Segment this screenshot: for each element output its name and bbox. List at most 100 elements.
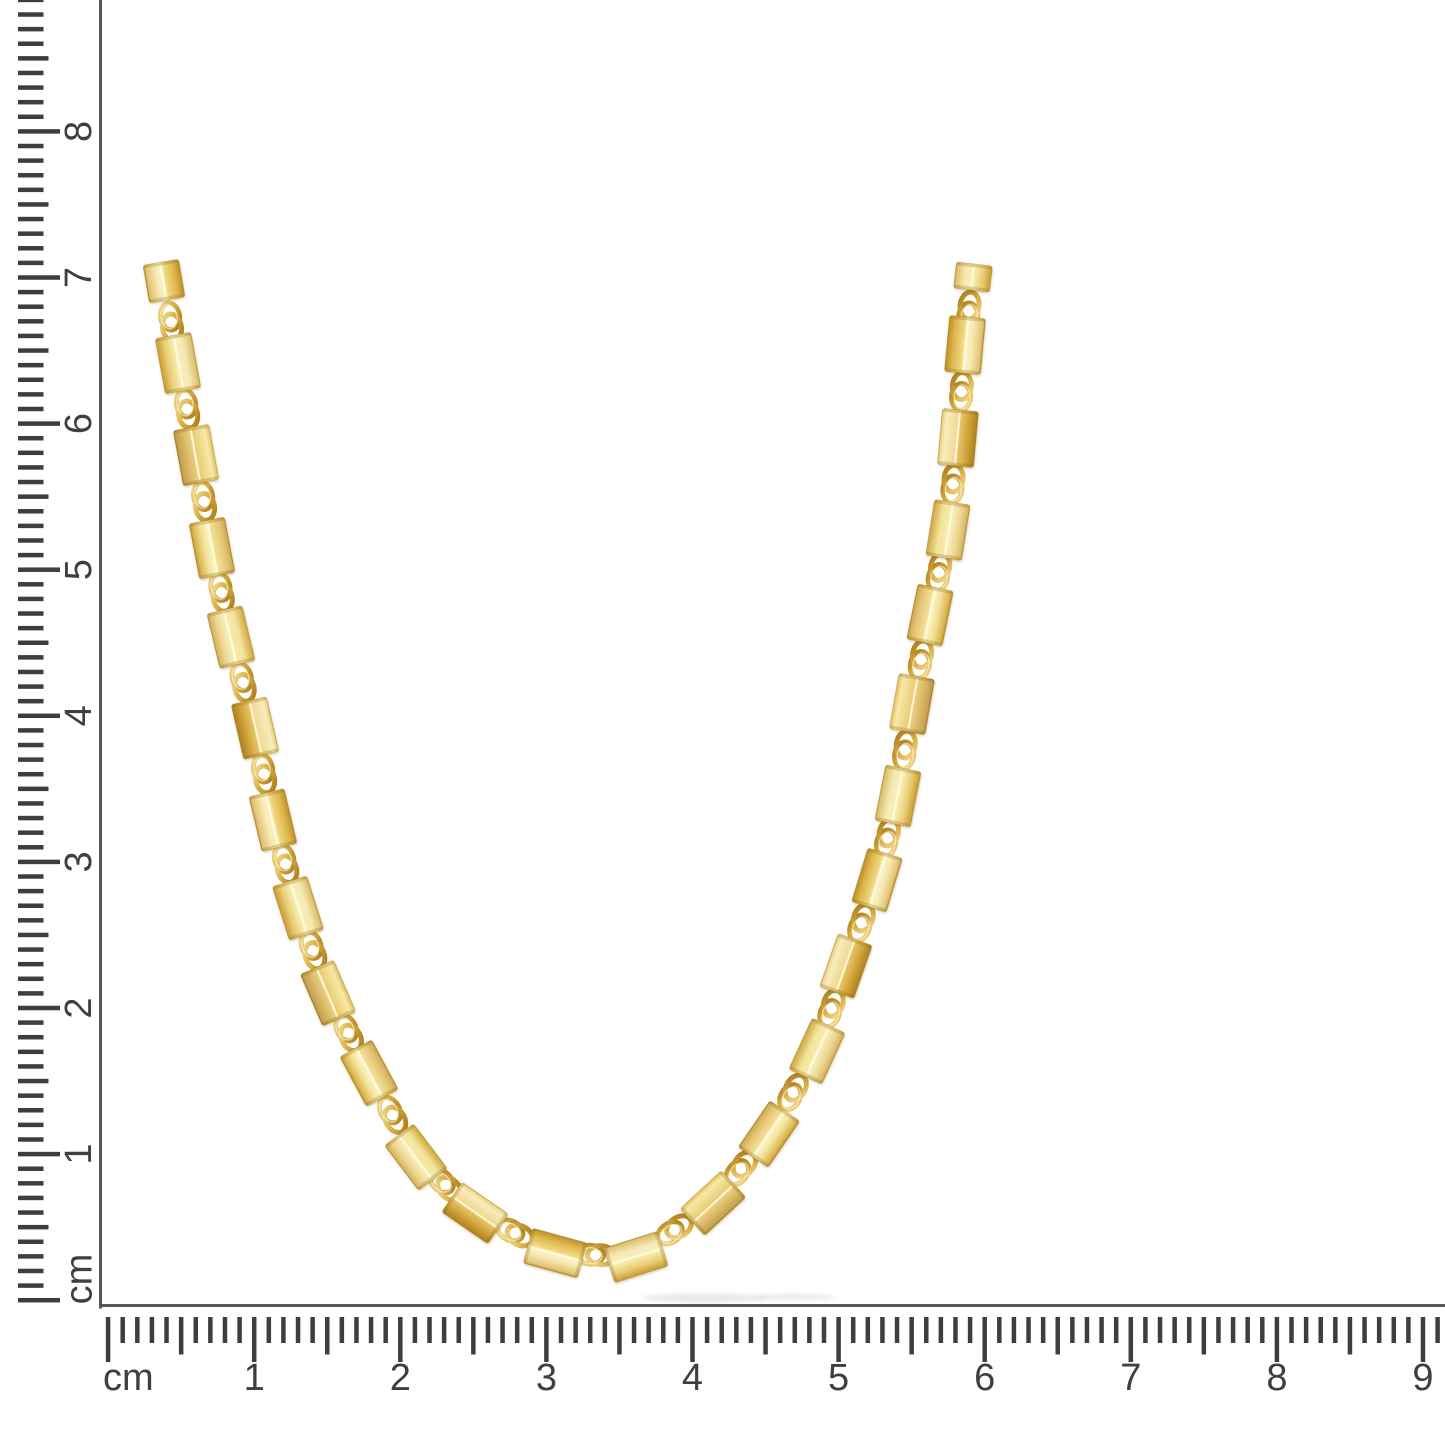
chain-bar-link	[385, 1124, 447, 1190]
vruler-tick-mm	[18, 771, 44, 777]
bar-end-chamfer	[341, 1040, 373, 1060]
vruler-tick-mm	[18, 246, 44, 251]
vruler-tick-cm	[18, 275, 60, 280]
hruler-tick-mm	[777, 1317, 783, 1343]
hruler-tick-mm	[1216, 1317, 1221, 1343]
chain-connectors	[157, 289, 982, 1268]
hruler-tick-mm	[295, 1317, 301, 1343]
hruler-tick-mm	[1406, 1317, 1411, 1343]
bar-bright-face	[945, 503, 969, 559]
vruler-tick-mm	[18, 1122, 44, 1128]
vruler-tick-mm	[18, 888, 44, 894]
bar-bright-face	[938, 409, 959, 465]
vruler-tick-mm	[18, 961, 44, 967]
vruler-tick-mm	[18, 830, 44, 835]
hruler-tick-mm	[354, 1317, 359, 1343]
chain-connector-link	[229, 661, 257, 704]
hruler-tick-mm	[208, 1317, 213, 1343]
bar-end-chamfer	[183, 476, 218, 486]
hruler-tick-mm	[368, 1317, 374, 1343]
vruler-number-1: 1	[58, 1144, 100, 1165]
bar-specular-line	[248, 702, 263, 754]
vruler-tick-mm	[18, 406, 44, 412]
vruler-tick-mm	[18, 596, 44, 602]
vertical-ruler-unit-label: cm	[58, 1254, 100, 1305]
chain-connector-link	[271, 842, 300, 886]
vruler-tick-halfcm	[18, 348, 49, 353]
bar-bright-face	[291, 877, 322, 933]
vruler-number-5: 5	[58, 559, 100, 580]
connector-ring-highlight	[231, 665, 250, 690]
bar-bright-face	[876, 766, 902, 822]
horizontal-ruler-unit-label: cm	[103, 1357, 154, 1399]
bar-end-chamfer	[442, 1183, 465, 1213]
hruler-tick-mm	[661, 1317, 666, 1343]
hruler-tick-mm	[135, 1317, 140, 1343]
vruler-tick-mm	[18, 1283, 44, 1288]
vruler-tick-mm	[18, 1034, 44, 1040]
bar-specular-line	[289, 882, 308, 933]
hruler-tick-cm	[105, 1317, 111, 1362]
bar-bright-face	[174, 333, 200, 389]
hruler-tick-mm	[1289, 1317, 1294, 1343]
bar-end-chamfer	[149, 293, 184, 302]
bar-specular-line	[923, 589, 936, 641]
hruler-tick-mm	[880, 1317, 885, 1343]
chain-bar-link	[249, 788, 297, 852]
chain-connector-link	[949, 370, 974, 413]
vruler-tick-mm	[18, 158, 44, 163]
chain-ground-shadow	[643, 1293, 835, 1303]
vruler-tick-halfcm	[18, 1078, 49, 1084]
vruler-tick-mm	[18, 304, 44, 309]
bar-specular-line	[752, 1111, 785, 1156]
chain-bar-link	[937, 408, 979, 468]
vruler-tick-mm	[18, 757, 44, 762]
bar-specular-line	[265, 794, 280, 846]
bar-specular-line	[453, 1196, 498, 1229]
bar-end-chamfer	[243, 748, 278, 759]
bar-end-chamfer	[250, 789, 284, 800]
hruler-tick-halfcm	[325, 1317, 330, 1355]
vruler-tick-mm	[18, 947, 44, 952]
vruler-tick-halfcm	[18, 202, 49, 207]
bar-end-chamfer	[301, 961, 334, 977]
hruler-tick-cm	[1274, 1317, 1280, 1362]
bar-end-chamfer	[232, 697, 267, 708]
hruler-tick-mm	[427, 1317, 432, 1343]
vruler-tick-mm	[18, 231, 44, 236]
vruler-tick-mm	[18, 99, 44, 105]
vruler-number-6: 6	[58, 413, 100, 434]
vruler-tick-cm	[18, 567, 60, 572]
bar-end-chamfer	[886, 765, 921, 775]
chain-bar-link	[906, 583, 954, 647]
chain-bar-link	[738, 1101, 800, 1167]
chain-connector-link	[208, 571, 235, 614]
bar-bright-face	[954, 263, 973, 289]
bar-specular-line	[970, 265, 975, 288]
hruler-tick-mm	[1260, 1317, 1265, 1343]
bar-specular-line	[962, 319, 970, 372]
bar-end-chamfer	[938, 461, 973, 467]
hruler-tick-mm	[1113, 1317, 1119, 1343]
bar-end-chamfer	[485, 1213, 508, 1243]
hruler-tick-halfcm	[1347, 1317, 1353, 1355]
bar-end-chamfer	[289, 926, 323, 940]
hruler-tick-mm	[120, 1317, 125, 1343]
vruler-tick-mm	[18, 260, 44, 266]
vruler-tick-mm	[18, 845, 44, 850]
vruler-number-2: 2	[58, 997, 100, 1018]
bar-specular-line	[398, 1136, 433, 1179]
bar-end-chamfer	[165, 384, 200, 394]
hruler-tick-cm	[1128, 1317, 1134, 1362]
hruler-tick-halfcm	[763, 1317, 768, 1355]
vruler-tick-mm	[18, 1166, 44, 1171]
hruler-tick-mm	[865, 1317, 871, 1343]
chain-bar-link	[820, 933, 872, 999]
bar-bright-face	[821, 935, 854, 991]
vruler-tick-mm	[18, 450, 44, 456]
vruler-tick-cm	[18, 129, 60, 134]
chain-bar-link	[789, 1018, 845, 1084]
bar-specular-line	[223, 611, 238, 663]
vruler-tick-mm	[18, 479, 44, 485]
